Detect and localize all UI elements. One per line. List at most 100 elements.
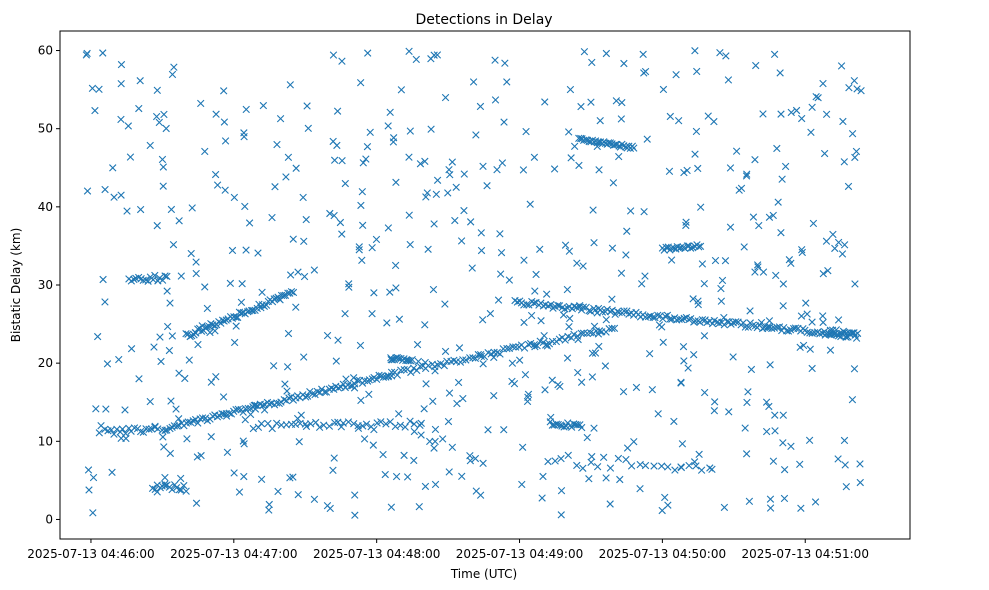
detection-point [258, 288, 266, 297]
detection-point [181, 374, 189, 383]
detection-point [220, 87, 228, 95]
detection-point [588, 349, 597, 357]
detection-point [508, 359, 517, 367]
detection-point [754, 263, 762, 271]
detection-point [710, 398, 719, 406]
detection-point [851, 153, 859, 162]
detection-point [612, 97, 621, 105]
detection-point [242, 105, 250, 114]
detection-point [776, 69, 784, 77]
detection-point [526, 200, 534, 208]
track-point [748, 321, 757, 330]
detection-point [548, 376, 556, 384]
detection-point [341, 179, 349, 188]
detection-point [153, 86, 161, 95]
detection-point [177, 272, 185, 280]
track-point [696, 242, 705, 251]
detection-point [359, 159, 367, 167]
detection-point [643, 135, 651, 143]
detection-point [93, 332, 102, 341]
detection-point [710, 117, 718, 126]
detection-point [510, 379, 519, 388]
detection-point [729, 353, 737, 361]
detection-point [834, 316, 843, 324]
track-point [377, 418, 385, 426]
detection-point [330, 156, 339, 164]
track-point [232, 313, 240, 322]
track-point [554, 420, 562, 429]
y-tick-label: 10 [38, 434, 53, 448]
detection-point [665, 167, 674, 176]
detection-point [292, 303, 300, 311]
track-point [351, 380, 359, 388]
track-point [320, 388, 329, 396]
detection-point [101, 185, 109, 194]
detection-point [242, 246, 250, 254]
detection-point [792, 106, 801, 115]
detection-point [333, 107, 342, 115]
track-point [685, 461, 693, 470]
detection-point [637, 280, 646, 288]
track-point [163, 272, 171, 281]
detection-point [441, 93, 450, 102]
detection-point [563, 354, 572, 362]
detection-point [616, 475, 624, 484]
track-point [588, 452, 596, 461]
detection-point [574, 368, 582, 377]
detection-point [168, 70, 177, 79]
detection-point [355, 243, 363, 251]
track-point [272, 419, 281, 427]
track-point [180, 481, 188, 490]
detection-point [743, 398, 751, 407]
detection-point [392, 472, 401, 481]
track-point [564, 451, 572, 460]
detection-point [284, 153, 293, 161]
detection-point [575, 161, 583, 170]
track-point [362, 420, 371, 428]
track-point [598, 308, 607, 316]
detection-point [84, 466, 93, 474]
track-point [161, 482, 169, 490]
detection-point [392, 178, 400, 187]
detection-point [803, 310, 811, 318]
detection-point [744, 388, 752, 396]
detection-point [117, 191, 125, 199]
detection-point [779, 439, 787, 447]
detection-point [136, 205, 145, 214]
x-axis: 2025-07-13 04:46:00 2025-07-13 04:47:00 20… [27, 539, 869, 561]
detection-point [590, 424, 598, 432]
detection-point [168, 332, 177, 340]
track-point [257, 420, 266, 428]
detection-point [779, 280, 788, 288]
track-point [683, 242, 692, 250]
detection-point [412, 55, 420, 64]
detection-point [585, 475, 593, 483]
detection-point [300, 353, 308, 361]
detection-point [806, 345, 814, 353]
detection-point [286, 81, 294, 89]
track-point [477, 352, 485, 361]
track-point [577, 329, 585, 337]
track-point [416, 362, 424, 371]
detection-point [666, 112, 674, 121]
track-point [686, 244, 695, 252]
detection-point [819, 79, 827, 88]
detection-point [577, 102, 585, 111]
detection-point [700, 388, 709, 397]
track-point [382, 420, 390, 428]
detection-point [710, 407, 719, 415]
detection-point [772, 271, 780, 280]
track-point [573, 461, 581, 470]
track-point [599, 453, 608, 462]
track-point [744, 323, 753, 331]
detection-point [433, 176, 442, 184]
detection-point [819, 270, 828, 278]
detection-point [455, 344, 464, 352]
detection-point [619, 388, 628, 396]
detection-point [659, 85, 668, 94]
track-point [118, 425, 127, 433]
detection-point [722, 52, 730, 60]
track-point [311, 390, 319, 399]
detection-point [159, 433, 167, 441]
detection-point [837, 62, 846, 70]
